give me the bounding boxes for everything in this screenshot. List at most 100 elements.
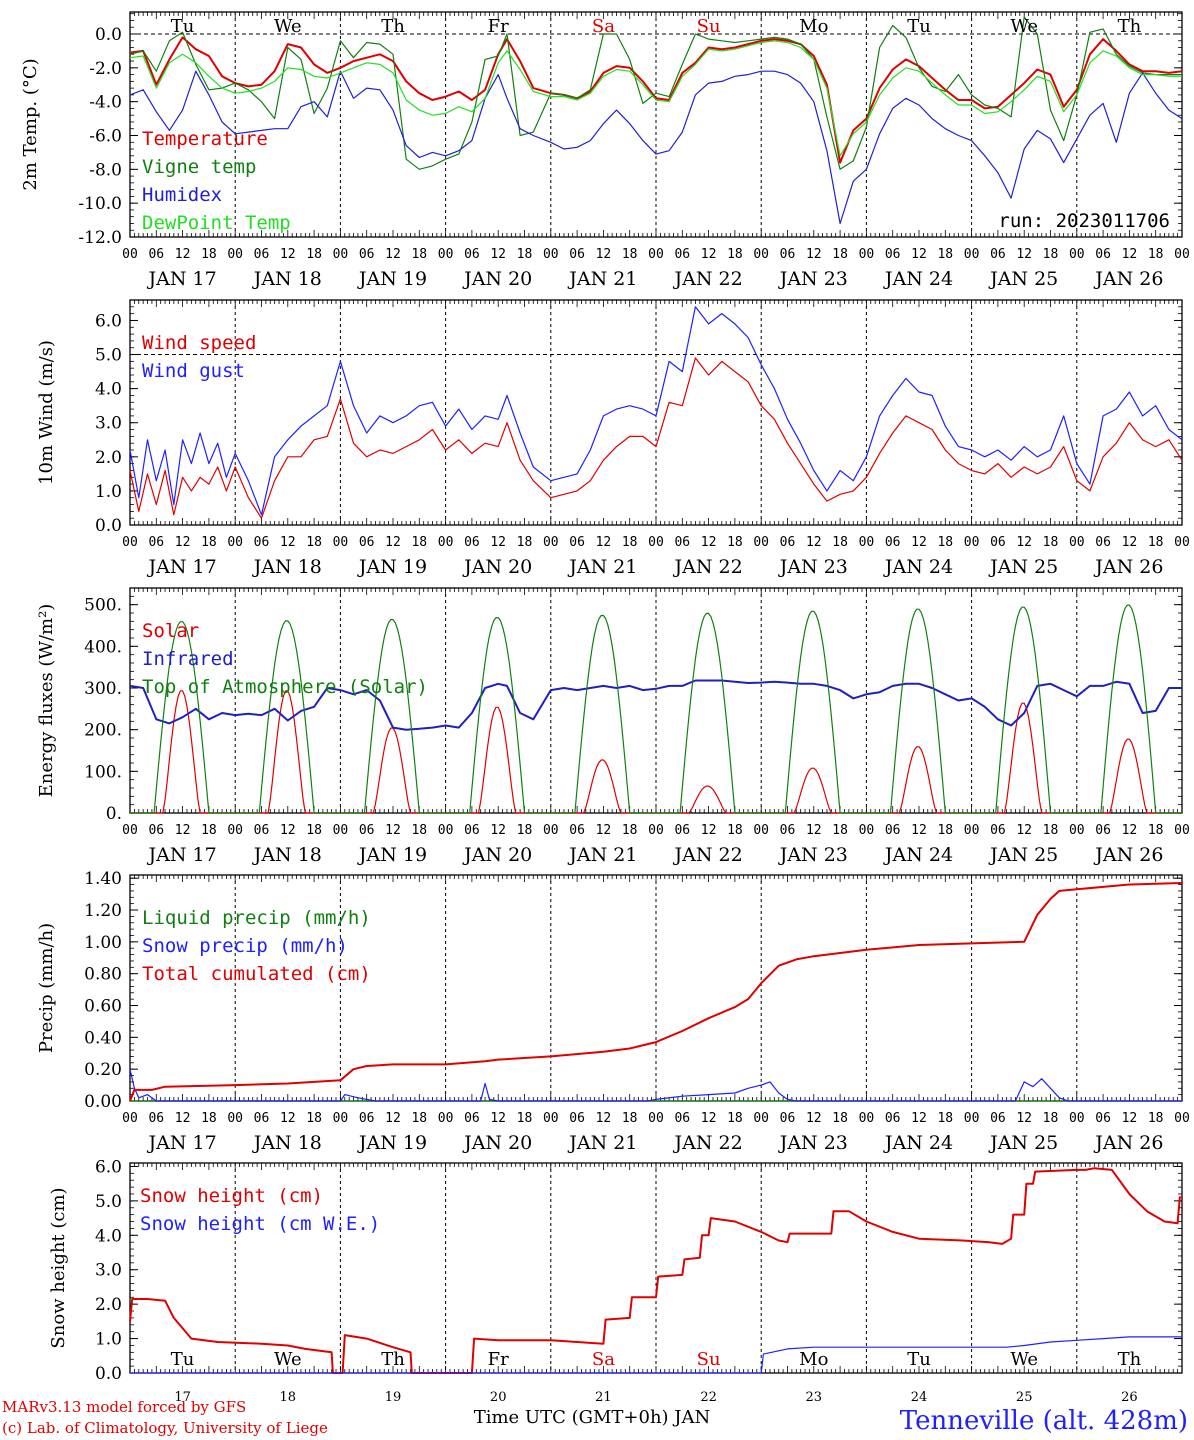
y-tick-label: -12.0 xyxy=(78,228,122,248)
hour-tick-label: 12 xyxy=(1016,247,1032,262)
legend-entry: Infrared xyxy=(142,648,234,670)
hour-tick-label: 18 xyxy=(517,823,533,838)
day-label: JAN 26 xyxy=(1093,556,1163,578)
hour-tick-label: 06 xyxy=(780,1111,796,1126)
series-line-snow-height-cm- xyxy=(129,1167,1182,1374)
day-label: JAN 25 xyxy=(988,556,1058,578)
hour-tick-label: 06 xyxy=(569,247,585,262)
hour-tick-label: 00 xyxy=(859,823,875,838)
weekday-label: Tu xyxy=(171,1349,195,1370)
day-label: JAN 22 xyxy=(673,556,743,578)
hour-tick-label: 18 xyxy=(1148,535,1164,550)
hour-tick-label: 06 xyxy=(990,1111,1006,1126)
hour-tick-label: 06 xyxy=(1095,247,1111,262)
day-label: JAN 19 xyxy=(357,844,427,866)
hour-tick-label: 00 xyxy=(227,823,243,838)
hour-tick-label: 06 xyxy=(674,535,690,550)
weekday-label: Tu xyxy=(907,16,931,37)
y-tick-label: 6.0 xyxy=(95,311,122,331)
weekday-label: We xyxy=(274,1349,302,1370)
hour-tick-label: 06 xyxy=(885,1111,901,1126)
legend-entry: Snow height (cm) xyxy=(140,1185,323,1207)
hour-tick-label: 18 xyxy=(411,247,427,262)
y-tick-label: -4.0 xyxy=(89,93,122,113)
y-tick-label: 0.40 xyxy=(84,1028,122,1048)
hour-tick-label: 06 xyxy=(885,535,901,550)
hour-tick-label: 00 xyxy=(438,823,454,838)
y-tick-label: 0.0 xyxy=(95,1364,122,1384)
hour-tick-label: 18 xyxy=(1043,535,1059,550)
hour-tick-label: 18 xyxy=(622,1111,638,1126)
hour-tick-label: 00 xyxy=(543,247,559,262)
hour-tick-label: 12 xyxy=(701,535,717,550)
y-tick-label: -6.0 xyxy=(89,126,122,146)
hour-tick-label: 06 xyxy=(1095,535,1111,550)
hour-tick-label: 06 xyxy=(254,247,270,262)
day-label: JAN 20 xyxy=(462,844,532,866)
y-tick-label: 100. xyxy=(84,762,122,782)
y-tick-label: 6.0 xyxy=(95,1157,122,1177)
hour-tick-label: 00 xyxy=(543,823,559,838)
day-label: JAN 25 xyxy=(988,268,1058,290)
series-line-infrared xyxy=(129,679,1182,731)
hour-tick-label: 00 xyxy=(333,823,349,838)
hour-tick-label: 00 xyxy=(438,247,454,262)
day-label: JAN 23 xyxy=(778,268,848,290)
hour-tick-label: 12 xyxy=(1122,823,1138,838)
y-tick-label: 0.20 xyxy=(84,1060,122,1080)
hour-tick-label: 12 xyxy=(911,535,927,550)
footer: MARv3.13 model forced by GFS (c) Lab. of… xyxy=(2,1398,1188,1437)
hour-tick-label: 00 xyxy=(543,535,559,550)
hour-tick-label: 06 xyxy=(359,1111,375,1126)
series-line-dewpoint-temp xyxy=(129,40,1182,157)
hour-tick-label: 06 xyxy=(885,247,901,262)
hour-tick-label: 06 xyxy=(464,1111,480,1126)
hour-tick-label: 06 xyxy=(780,247,796,262)
hour-tick-label: 00 xyxy=(227,535,243,550)
hour-tick-label: 12 xyxy=(596,1111,612,1126)
hour-tick-label: 18 xyxy=(1043,823,1059,838)
day-label: JAN 24 xyxy=(883,1132,953,1154)
station-title: Tenneville (alt. 428m) xyxy=(900,1406,1188,1436)
legend-entry: Total cumulated (cm) xyxy=(142,963,371,985)
series-line-wind-speed xyxy=(129,357,1183,519)
hour-tick-label: 12 xyxy=(490,823,506,838)
legend-entry: Humidex xyxy=(142,184,222,206)
hour-tick-label: 12 xyxy=(806,247,822,262)
series-line-temperature xyxy=(129,36,1183,164)
hour-tick-label: 06 xyxy=(990,535,1006,550)
hour-tick-label: 18 xyxy=(1148,1111,1164,1126)
legend-entry: Snow height (cm W.E.) xyxy=(140,1213,380,1235)
hour-tick-label: 12 xyxy=(280,535,296,550)
series-line-snow-precip-mm-h- xyxy=(129,1069,1182,1102)
hour-tick-label: 18 xyxy=(306,247,322,262)
legend-entry: Top of Atmosphere (Solar) xyxy=(142,676,428,698)
weekday-label: Th xyxy=(1118,1349,1142,1370)
hour-tick-label: 12 xyxy=(911,823,927,838)
hour-tick-label: 12 xyxy=(1016,823,1032,838)
hour-tick-label: 06 xyxy=(674,247,690,262)
hour-tick-label: 12 xyxy=(490,247,506,262)
series-line-total-cumulated-cm- xyxy=(129,882,1183,1102)
y-tick-label: 0.0 xyxy=(95,25,122,45)
y-tick-label: 500. xyxy=(84,596,122,616)
hour-tick-label: 06 xyxy=(254,823,270,838)
hour-tick-label: 00 xyxy=(1174,823,1190,838)
weekday-label: We xyxy=(1010,1349,1038,1370)
day-label: JAN 19 xyxy=(357,268,427,290)
hour-tick-label: 00 xyxy=(859,247,875,262)
hour-tick-label: 06 xyxy=(359,247,375,262)
weekday-label: Su xyxy=(697,16,721,37)
day-number-label: 17 xyxy=(174,1390,191,1405)
hour-tick-label: 00 xyxy=(1069,823,1085,838)
y-axis-label: 10m Wind (m/s) xyxy=(36,340,57,485)
day-label: JAN 24 xyxy=(883,268,953,290)
hour-tick-label: 18 xyxy=(832,535,848,550)
hour-tick-label: 18 xyxy=(201,247,217,262)
hour-tick-label: 00 xyxy=(753,823,769,838)
series-line-snow-height-cm-w-e- xyxy=(130,1336,1182,1374)
hour-tick-label: 12 xyxy=(596,535,612,550)
hour-tick-label: 00 xyxy=(648,1111,664,1126)
hour-tick-label: 06 xyxy=(1095,1111,1111,1126)
